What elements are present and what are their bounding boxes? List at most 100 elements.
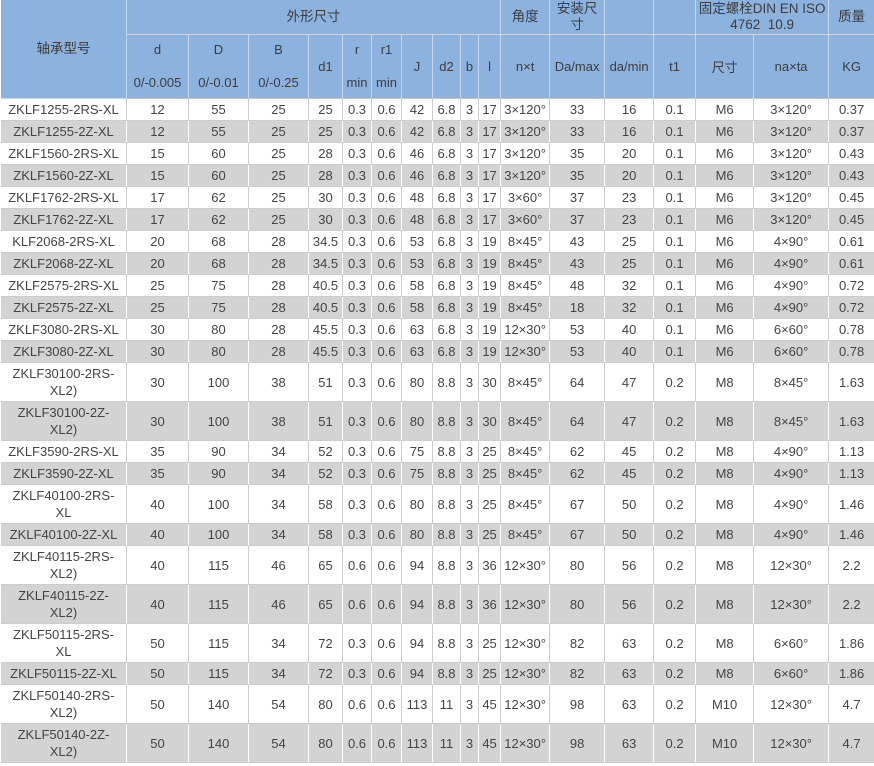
value-cell: 4×90° <box>754 463 830 485</box>
model-cell: ZKLF1255-2Z-XL <box>1 121 127 143</box>
value-cell: 34 <box>249 624 309 663</box>
value-cell: 25 <box>479 463 502 485</box>
value-cell: 75 <box>189 275 249 297</box>
value-cell: 54 <box>249 724 309 763</box>
column-header-content: D 0/-0.01 <box>189 35 248 98</box>
value-cell: 6.8 <box>433 253 461 275</box>
value-cell: 0.78 <box>829 341 874 363</box>
value-cell: 8.8 <box>433 463 461 485</box>
value-cell: 0.3 <box>343 363 372 402</box>
table-row: ZKLF40100-2RS-XL 40 100 34 58 0.3 0.6 80 8.8 3 25 8… <box>1 485 874 524</box>
value-cell: 30 <box>479 363 502 402</box>
value-cell: 45.5 <box>309 319 343 341</box>
column-sublabel: min <box>346 75 368 90</box>
column-header-t1: t1 <box>654 35 697 99</box>
value-cell: 28 <box>249 319 309 341</box>
value-cell: 4×90° <box>754 275 830 297</box>
value-cell: M6 <box>696 143 755 165</box>
value-cell: 3 <box>461 585 479 624</box>
value-cell: 0.45 <box>829 187 874 209</box>
value-cell: 19 <box>479 319 502 341</box>
value-cell: M6 <box>696 165 755 187</box>
value-cell: 34 <box>249 485 309 524</box>
value-cell: 25 <box>127 275 189 297</box>
value-cell: 3 <box>461 402 479 441</box>
value-cell: 8×45° <box>501 253 551 275</box>
model-cell: KLF2068-2RS-XL <box>1 231 127 253</box>
value-cell: 12×30° <box>754 546 830 585</box>
value-cell: M6 <box>696 341 755 363</box>
value-cell: 0.3 <box>343 121 372 143</box>
column-label: da/min <box>609 59 649 74</box>
value-cell: 0.3 <box>343 341 372 363</box>
value-cell: 28 <box>309 165 343 187</box>
value-cell: M8 <box>696 546 755 585</box>
column-label: J <box>413 59 421 74</box>
value-cell: 3×120° <box>501 143 551 165</box>
value-cell: 51 <box>309 363 343 402</box>
value-cell: 140 <box>189 685 249 724</box>
column-header-da-min: da/min <box>605 35 655 99</box>
value-cell: 0.6 <box>372 253 402 275</box>
value-cell: M6 <box>696 231 755 253</box>
value-cell: 80 <box>402 524 433 546</box>
value-cell: 94 <box>402 624 433 663</box>
value-cell: 56 <box>605 546 655 585</box>
value-cell: 0.1 <box>654 341 697 363</box>
column-header-content: d2 <box>433 35 460 98</box>
value-cell: 35 <box>550 165 606 187</box>
value-cell: M8 <box>696 663 755 685</box>
value-cell: 3×60° <box>501 209 551 231</box>
column-header-big-d: D 0/-0.01 <box>189 35 249 99</box>
value-cell: 0.6 <box>372 143 402 165</box>
value-cell: 3 <box>461 724 479 763</box>
table-row: ZKLF40115-2RS-XL2) 40 115 46 65 0.6 0.6 94 8.8 3 3… <box>1 546 874 585</box>
value-cell: 3×120° <box>754 121 830 143</box>
value-cell: 8.8 <box>433 663 461 685</box>
column-label: r <box>354 42 360 57</box>
value-cell: 4×90° <box>754 524 830 546</box>
value-cell: 35 <box>127 441 189 463</box>
value-cell: 23 <box>605 187 655 209</box>
value-cell: 25 <box>249 143 309 165</box>
column-label: d1 <box>318 59 333 74</box>
value-cell: 0.3 <box>343 253 372 275</box>
value-cell: 40 <box>605 319 655 341</box>
value-cell: 0.6 <box>343 546 372 585</box>
value-cell: 6.8 <box>433 319 461 341</box>
value-cell: 0.3 <box>343 402 372 441</box>
value-cell: 6×60° <box>754 319 830 341</box>
value-cell: 16 <box>605 121 655 143</box>
value-cell: 33 <box>550 99 606 121</box>
table-row: ZKLF50140-2Z-XL2) 50 140 54 80 0.6 0.6 113 11 3 45… <box>1 724 874 763</box>
value-cell: 62 <box>550 441 606 463</box>
value-cell: 4×90° <box>754 231 830 253</box>
value-cell: 67 <box>550 524 606 546</box>
model-cell: ZKLF3590-2RS-XL <box>1 441 127 463</box>
value-cell: 94 <box>402 585 433 624</box>
value-cell: 0.6 <box>372 319 402 341</box>
value-cell: 0.6 <box>372 724 402 763</box>
column-header-na-x-ta: na×ta <box>754 35 830 99</box>
value-cell: 0.1 <box>654 275 697 297</box>
value-cell: 32 <box>605 297 655 319</box>
value-cell: 40.5 <box>309 297 343 319</box>
value-cell: 25 <box>479 624 502 663</box>
value-cell: 3 <box>461 121 479 143</box>
value-cell: 53 <box>402 253 433 275</box>
value-cell: 3 <box>461 341 479 363</box>
value-cell: 0.3 <box>343 231 372 253</box>
model-cell: ZKLF1255-2RS-XL <box>1 99 127 121</box>
value-cell: 98 <box>550 724 606 763</box>
value-cell: 62 <box>189 187 249 209</box>
value-cell: 0.6 <box>372 187 402 209</box>
value-cell: 0.1 <box>654 209 697 231</box>
group-header-angle: 角度 <box>501 0 551 35</box>
value-cell: 94 <box>402 546 433 585</box>
value-cell: 8.8 <box>433 585 461 624</box>
value-cell: 33 <box>550 121 606 143</box>
value-cell: 0.1 <box>654 319 697 341</box>
value-cell: 25 <box>249 165 309 187</box>
value-cell: 28 <box>249 253 309 275</box>
value-cell: 6.8 <box>433 341 461 363</box>
